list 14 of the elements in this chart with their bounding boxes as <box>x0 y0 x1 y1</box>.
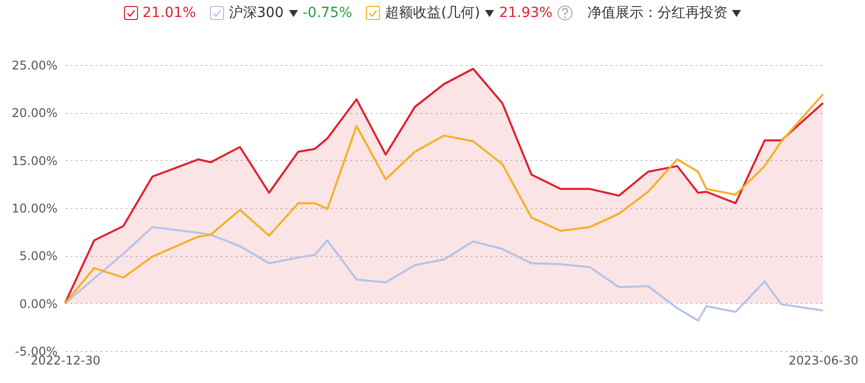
text: -0.75% <box>302 5 352 21</box>
y-tick-label: 20.00% <box>12 106 58 120</box>
y-tick-label: 15.00% <box>12 154 58 168</box>
y-tick-label: 5.00% <box>19 249 58 264</box>
legend-label: 超额收益(几何) <box>385 4 480 22</box>
text: 21.93% <box>499 5 552 21</box>
text: 净值展示：分红再投资 <box>587 4 728 22</box>
y-tick-label: 25.00% <box>12 58 58 72</box>
line-series <box>64 226 824 322</box>
x-tick-label: 2023-06-30 <box>788 354 858 368</box>
legend-label: 沪深300 <box>228 4 284 22</box>
text: 21.01% <box>142 5 196 21</box>
y-tick-label: 0.00% <box>19 296 58 311</box>
y-tick-label: 10.00% <box>12 202 58 216</box>
